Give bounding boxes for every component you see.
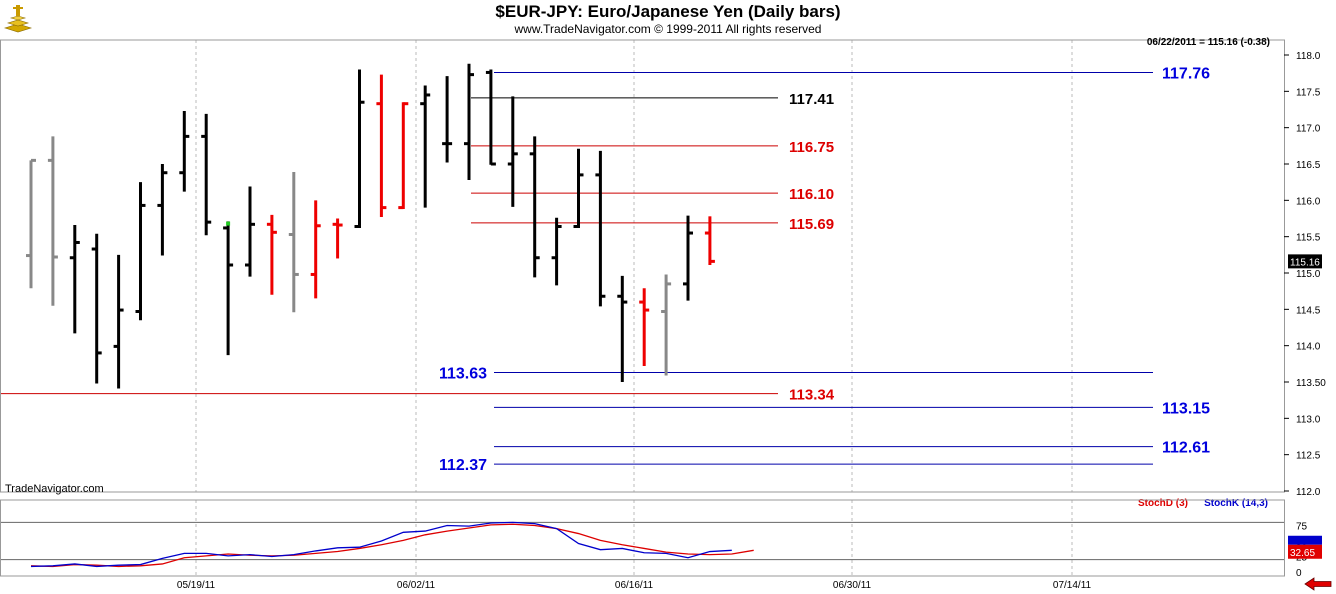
ohlc-bar: [91, 233, 102, 384]
ohlc-bar: [354, 69, 365, 228]
ohlc-bar: [266, 214, 277, 295]
y-tick-label: 117.0: [1296, 124, 1321, 135]
ohlc-bar: [595, 150, 606, 307]
level-label: 117.41: [789, 91, 834, 108]
ohlc-bar: [420, 85, 431, 208]
y-tick-label: 116.5: [1296, 160, 1321, 171]
ohlc-bar: [551, 217, 562, 286]
level-label: 116.10: [789, 186, 834, 203]
ohlc-bar: [113, 254, 124, 389]
y-tick-label: 113.50: [1296, 378, 1326, 389]
ohlc-bar: [529, 136, 540, 278]
ohlc-bar: [442, 76, 453, 163]
last-price-label: 115.16: [1290, 257, 1320, 268]
stoch-legend-entry: StochK (14,3): [1204, 498, 1268, 509]
chart-title: $EUR-JPY: Euro/Japanese Yen (Daily bars): [495, 2, 841, 21]
stoch-k-marker: [1288, 535, 1322, 545]
y-tick-label: 117.5: [1296, 87, 1321, 98]
level-label: 112.61: [1162, 440, 1210, 457]
ohlc-bar: [639, 288, 650, 367]
ohlc-bar: [47, 136, 58, 306]
y-tick-label: 114.0: [1296, 342, 1321, 353]
ohlc-bar: [69, 225, 80, 334]
price-panel-frame: [0, 39, 1285, 493]
x-tick-label: 06/30/11: [833, 580, 872, 591]
price-grid: [195, 40, 1073, 576]
ohlc-bar: [485, 69, 496, 166]
last-price-box: [1288, 254, 1322, 269]
stoch-panel-frame: [0, 499, 1285, 577]
y-tick-label: 115.0: [1296, 269, 1321, 280]
level-label: 113.34: [789, 387, 835, 404]
x-tick-label: 06/16/11: [615, 580, 654, 591]
ohlc-bar: [683, 215, 693, 301]
stoch-series-line: [30, 523, 754, 568]
stoch-y-tick-label: 75: [1296, 522, 1308, 533]
quote-readout: 06/22/2011 = 115.16 (-0.38): [1147, 37, 1270, 48]
stoch-last-label: 32.65: [1290, 548, 1315, 559]
price-levels: 117.76 117.41 116.75 116.10 115.69 113.63 113.…: [0, 65, 1210, 474]
ohlc-bar: [332, 218, 343, 259]
ohlc-bar: [26, 158, 36, 289]
y-tick-label: 118.0: [1296, 51, 1321, 62]
ohlc-bar: [464, 63, 474, 180]
level-label: 116.75: [789, 139, 834, 156]
watermark: TradeNavigator.com: [5, 483, 104, 495]
copyright-notice: www.TradeNavigator.com © 1999-2011 All r…: [514, 22, 822, 36]
ohlc-bar: [617, 275, 628, 382]
gold-bars-logo-icon[interactable]: [2, 2, 34, 34]
ohlc-bar: [179, 110, 190, 192]
level-label: 117.76: [1162, 65, 1210, 82]
stoch-legend-entry: StochD (3): [1138, 498, 1188, 509]
y-tick-label: 116.0: [1296, 196, 1321, 207]
level-label: 113.15: [1162, 400, 1210, 417]
x-tick-label: 06/02/11: [397, 580, 436, 591]
ohlc-bar: [507, 96, 518, 207]
level-label: 112.37: [439, 457, 487, 474]
x-tick-label: 07/14/11: [1053, 580, 1092, 591]
ohlc-bar: [223, 221, 234, 356]
ohlc-bars: [26, 63, 715, 389]
ohlc-bar: [398, 102, 409, 210]
y-tick-label: 114.5: [1296, 305, 1321, 316]
signal-marker: [226, 221, 231, 226]
stochastic-panel: StochD (3) StochK (14,3): [0, 498, 1284, 568]
ohlc-bar: [661, 274, 672, 376]
x-tick-label: 05/19/11: [177, 580, 216, 591]
level-label: 113.63: [439, 366, 487, 383]
ohlc-bar: [704, 216, 715, 266]
y-tick-label: 112.0: [1296, 487, 1321, 498]
axes: 05/19/11 06/02/11 06/16/11 06/30/11 07/14/11…: [0, 39, 1326, 591]
red-left-arrow-icon[interactable]: [1304, 577, 1332, 591]
y-tick-label: 115.5: [1296, 233, 1321, 244]
y-tick-label: 112.5: [1296, 451, 1321, 462]
ohlc-bar: [135, 182, 146, 321]
ohlc-bar: [310, 200, 321, 299]
stoch-last-box: [1288, 544, 1322, 559]
ohlc-bar: [288, 171, 299, 313]
y-tick-label: 113.0: [1296, 414, 1321, 425]
ohlc-bar: [573, 148, 584, 228]
stoch-series-line: [30, 521, 732, 568]
ohlc-bar: [376, 74, 387, 218]
ohlc-bar: [245, 186, 255, 277]
level-label: 115.69: [789, 216, 834, 233]
ohlc-bar: [201, 113, 212, 236]
stoch-y-tick-label: 0: [1296, 568, 1302, 579]
ohlc-bar: [157, 164, 168, 256]
